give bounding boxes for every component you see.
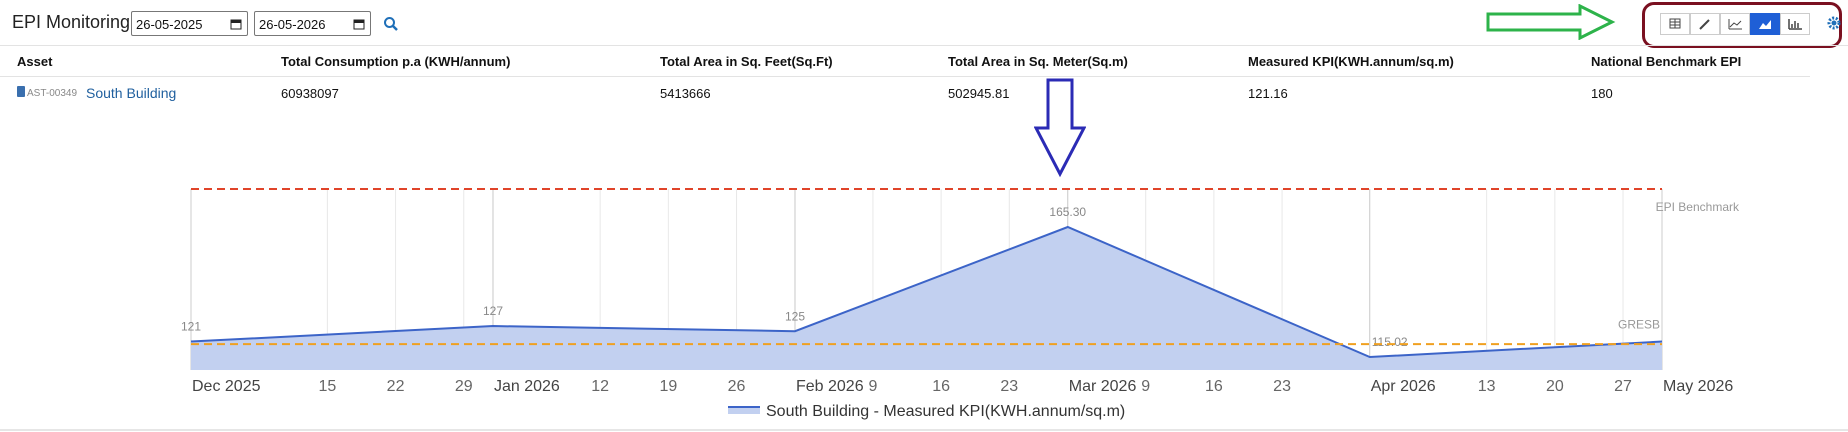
date-from[interactable]: 26-05-2025 [131, 11, 248, 36]
date-to[interactable]: 26-05-2026 [254, 11, 371, 36]
icon [1728, 19, 1742, 30]
x-tick-label: 9 [1141, 378, 1150, 395]
x-tick-label: 16 [1205, 378, 1223, 395]
x-tick-label: 13 [1478, 378, 1496, 395]
data-label: 125 [785, 309, 805, 323]
asset-icon [17, 86, 25, 97]
date-text: 26-05-2026 [259, 17, 326, 32]
x-tick-label: 29 [455, 378, 473, 395]
x-tick-label: 9 [868, 378, 877, 395]
x-tick-label: 19 [659, 378, 677, 395]
legend-label: South Building - Measured KPI(KWH.annum/… [766, 403, 1125, 420]
column-header: Total Area in Sq. Feet(Sq.Ft) [660, 54, 833, 69]
cell: 180 [1591, 86, 1613, 101]
footer-border [0, 429, 1848, 431]
area-fill [191, 227, 1662, 370]
x-tick-label: Feb 2026 [796, 378, 864, 395]
column-header: Total Consumption p.a (KWH/annum) [281, 54, 511, 69]
page-title: EPI Monitoring [12, 12, 131, 32]
data-label: 121 [181, 320, 201, 334]
x-tick-label: 12 [591, 378, 609, 395]
asset-link[interactable]: South Building [86, 85, 177, 101]
x-tick-label: 20 [1546, 378, 1564, 395]
cell: 121.16 [1248, 86, 1288, 101]
reference-label: GRESB [1618, 317, 1660, 331]
reference-label: EPI Benchmark [1656, 200, 1740, 214]
icon [1699, 19, 1710, 30]
green-arrow [1486, 4, 1616, 40]
area-line [190, 225, 1663, 359]
x-tick-label: 26 [728, 378, 746, 395]
icon [1788, 19, 1802, 30]
search-button[interactable] [383, 16, 399, 32]
icon [1669, 18, 1681, 29]
icon [1759, 20, 1771, 29]
divider [0, 45, 1848, 46]
x-tick-label: May 2026 [1663, 378, 1733, 395]
cell: 502945.81 [948, 86, 1010, 101]
legend-symbol [728, 408, 760, 414]
x-tick-label: 22 [387, 378, 405, 395]
data-label: 165.30 [1049, 205, 1086, 219]
calendar-icon [353, 19, 365, 30]
blue-arrow [1034, 78, 1086, 178]
x-tick-label: 16 [932, 378, 950, 395]
data-label: 115.02 [1372, 335, 1408, 349]
column-header: Total Area in Sq. Meter(Sq.m) [948, 54, 1128, 69]
data-label: 127 [483, 304, 503, 318]
divider [0, 76, 1810, 77]
x-tick-label: Jan 2026 [494, 378, 560, 395]
cell: 60938097 [281, 86, 339, 101]
column-header: Asset [17, 54, 53, 69]
date-text: 26-05-2025 [136, 17, 203, 32]
cell: 5413666 [660, 86, 711, 101]
chart: Dec 2025 15 22 29 Jan 2026 12 19 26 Feb 2026 9 16 2… [181, 188, 1740, 420]
column-header: National Benchmark EPI [1591, 54, 1742, 69]
x-tick-label: 23 [1273, 378, 1291, 395]
line-chart-button[interactable] [1720, 13, 1750, 35]
asset-code: AST-00349 [27, 88, 78, 99]
settings-button[interactable] [1826, 15, 1842, 31]
x-tick-label: Dec 2025 [192, 378, 261, 395]
x-tick-label: Apr 2026 [1371, 378, 1436, 395]
table-view-button[interactable] [1660, 13, 1690, 35]
area-chart-button[interactable] [1750, 13, 1780, 35]
x-tick-label: 27 [1614, 378, 1632, 395]
x-tick-label: 23 [1000, 378, 1018, 395]
x-tick-label: 15 [318, 378, 336, 395]
highlight-box [1642, 2, 1842, 48]
calendar-icon [230, 19, 242, 30]
column-header: Measured KPI(KWH.annum/sq.m) [1248, 54, 1454, 69]
wand-button[interactable] [1690, 13, 1720, 35]
x-tick-label: Mar 2026 [1069, 378, 1137, 395]
bar-chart-button[interactable] [1780, 13, 1810, 35]
